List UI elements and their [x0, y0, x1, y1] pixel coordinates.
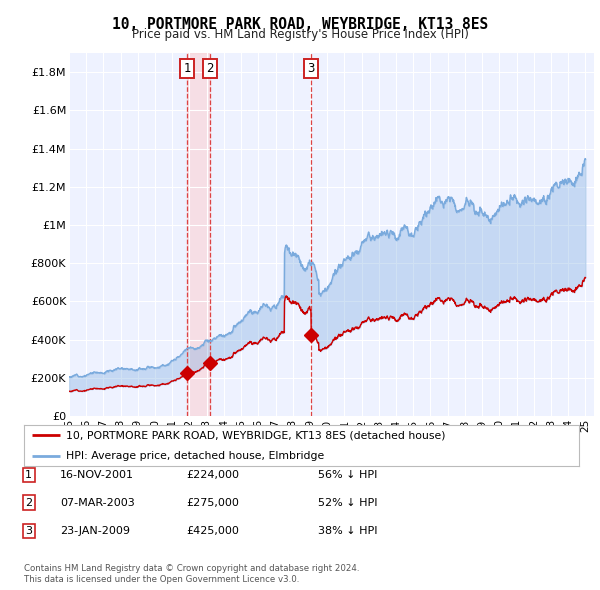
Text: 07-MAR-2003: 07-MAR-2003: [60, 498, 135, 507]
Text: 3: 3: [307, 62, 315, 75]
Text: 38% ↓ HPI: 38% ↓ HPI: [318, 526, 377, 536]
Text: 2: 2: [206, 62, 214, 75]
Text: 56% ↓ HPI: 56% ↓ HPI: [318, 470, 377, 480]
Text: 10, PORTMORE PARK ROAD, WEYBRIDGE, KT13 8ES: 10, PORTMORE PARK ROAD, WEYBRIDGE, KT13 …: [112, 17, 488, 31]
Text: 1: 1: [184, 62, 191, 75]
Text: 3: 3: [25, 526, 32, 536]
Text: £425,000: £425,000: [186, 526, 239, 536]
Text: HPI: Average price, detached house, Elmbridge: HPI: Average price, detached house, Elmb…: [65, 451, 324, 461]
Text: Price paid vs. HM Land Registry's House Price Index (HPI): Price paid vs. HM Land Registry's House …: [131, 28, 469, 41]
Text: £224,000: £224,000: [186, 470, 239, 480]
Text: 1: 1: [25, 470, 32, 480]
Text: This data is licensed under the Open Government Licence v3.0.: This data is licensed under the Open Gov…: [24, 575, 299, 584]
Text: Contains HM Land Registry data © Crown copyright and database right 2024.: Contains HM Land Registry data © Crown c…: [24, 565, 359, 573]
Text: 2: 2: [25, 498, 32, 507]
Bar: [187, 53, 210, 416]
Text: 16-NOV-2001: 16-NOV-2001: [60, 470, 134, 480]
Text: 52% ↓ HPI: 52% ↓ HPI: [318, 498, 377, 507]
Text: 10, PORTMORE PARK ROAD, WEYBRIDGE, KT13 8ES (detached house): 10, PORTMORE PARK ROAD, WEYBRIDGE, KT13 …: [65, 430, 445, 440]
Text: 23-JAN-2009: 23-JAN-2009: [60, 526, 130, 536]
Text: £275,000: £275,000: [186, 498, 239, 507]
